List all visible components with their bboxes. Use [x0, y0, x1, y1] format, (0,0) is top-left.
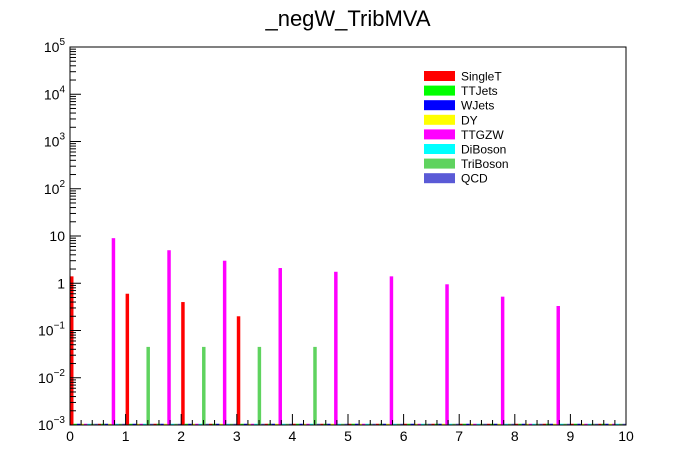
- legend-swatch-triboson: [424, 158, 455, 169]
- legend-label-wjets: WJets: [461, 99, 494, 113]
- x-tick-label: 7: [455, 428, 463, 444]
- legend-swatch-dy: [424, 114, 455, 125]
- bar-singlet: [181, 302, 185, 425]
- legend-label-ttgzw: TTGZW: [461, 128, 504, 142]
- legend-label-dy: DY: [461, 113, 478, 127]
- y-tick-label: 10−1: [38, 321, 65, 339]
- legend-swatch-singlet: [424, 71, 455, 81]
- bar-ttgzw: [445, 284, 449, 425]
- bar-triboson: [257, 346, 262, 425]
- legend-label-ttjets: TTJets: [461, 84, 498, 98]
- x-tick-label: 6: [400, 428, 408, 444]
- y-tick-label: 104: [44, 84, 66, 102]
- bar-ttgzw: [167, 250, 171, 425]
- legend-swatch-ttgzw: [424, 129, 455, 140]
- y-tick-label: 1: [57, 275, 65, 291]
- x-tick-label: 3: [233, 428, 241, 444]
- bar-singlet: [236, 316, 241, 425]
- legend-swatch-qcd: [424, 173, 455, 184]
- x-tick-label: 0: [66, 428, 74, 444]
- legend-label-qcd: QCD: [461, 172, 488, 186]
- legend-swatch-diboson: [424, 144, 455, 154]
- x-tick-label: 4: [289, 428, 297, 444]
- bars-layer: [70, 238, 626, 426]
- y-tick-label: 105: [44, 37, 66, 55]
- legend-label-triboson: TriBoson: [461, 157, 509, 171]
- x-tick-label: 2: [177, 428, 185, 444]
- legend: SingleTTTJetsWJetsDYTTGZWDiBosonTriBoson…: [424, 70, 509, 186]
- bar-ttgzw: [500, 296, 505, 425]
- x-tick-label: 5: [344, 428, 352, 444]
- plot-frame: [69, 46, 627, 426]
- bar-singlet: [70, 276, 74, 425]
- y-tick-label: 10: [49, 228, 65, 244]
- bar-triboson: [202, 346, 206, 425]
- x-tick-label: 1: [122, 428, 130, 444]
- legend-label-diboson: DiBoson: [461, 143, 506, 157]
- bar-triboson: [146, 346, 150, 425]
- y-tick-label: 103: [44, 132, 66, 150]
- bar-ttgzw: [334, 271, 338, 425]
- bar-ttgzw: [556, 306, 560, 425]
- bar-ttgzw: [278, 268, 282, 425]
- bar-ttgzw: [111, 238, 116, 425]
- y-tick-label: 102: [44, 179, 66, 197]
- bar-triboson: [313, 346, 317, 425]
- bar-ttgzw: [389, 276, 394, 425]
- x-tick-label: 8: [511, 428, 519, 444]
- y-tick-label: 10−3: [38, 415, 65, 433]
- legend-swatch-ttjets: [424, 85, 455, 96]
- x-tick-label: 9: [567, 428, 575, 444]
- y-tick-label: 10−2: [38, 368, 65, 386]
- bar-singlet: [125, 293, 130, 425]
- legend-label-singlet: SingleT: [461, 70, 502, 84]
- chart-title: _negW_TribMVA: [264, 6, 430, 31]
- bar-ttgzw: [222, 260, 227, 425]
- x-tick-label: 10: [618, 428, 634, 444]
- legend-swatch-wjets: [424, 100, 455, 111]
